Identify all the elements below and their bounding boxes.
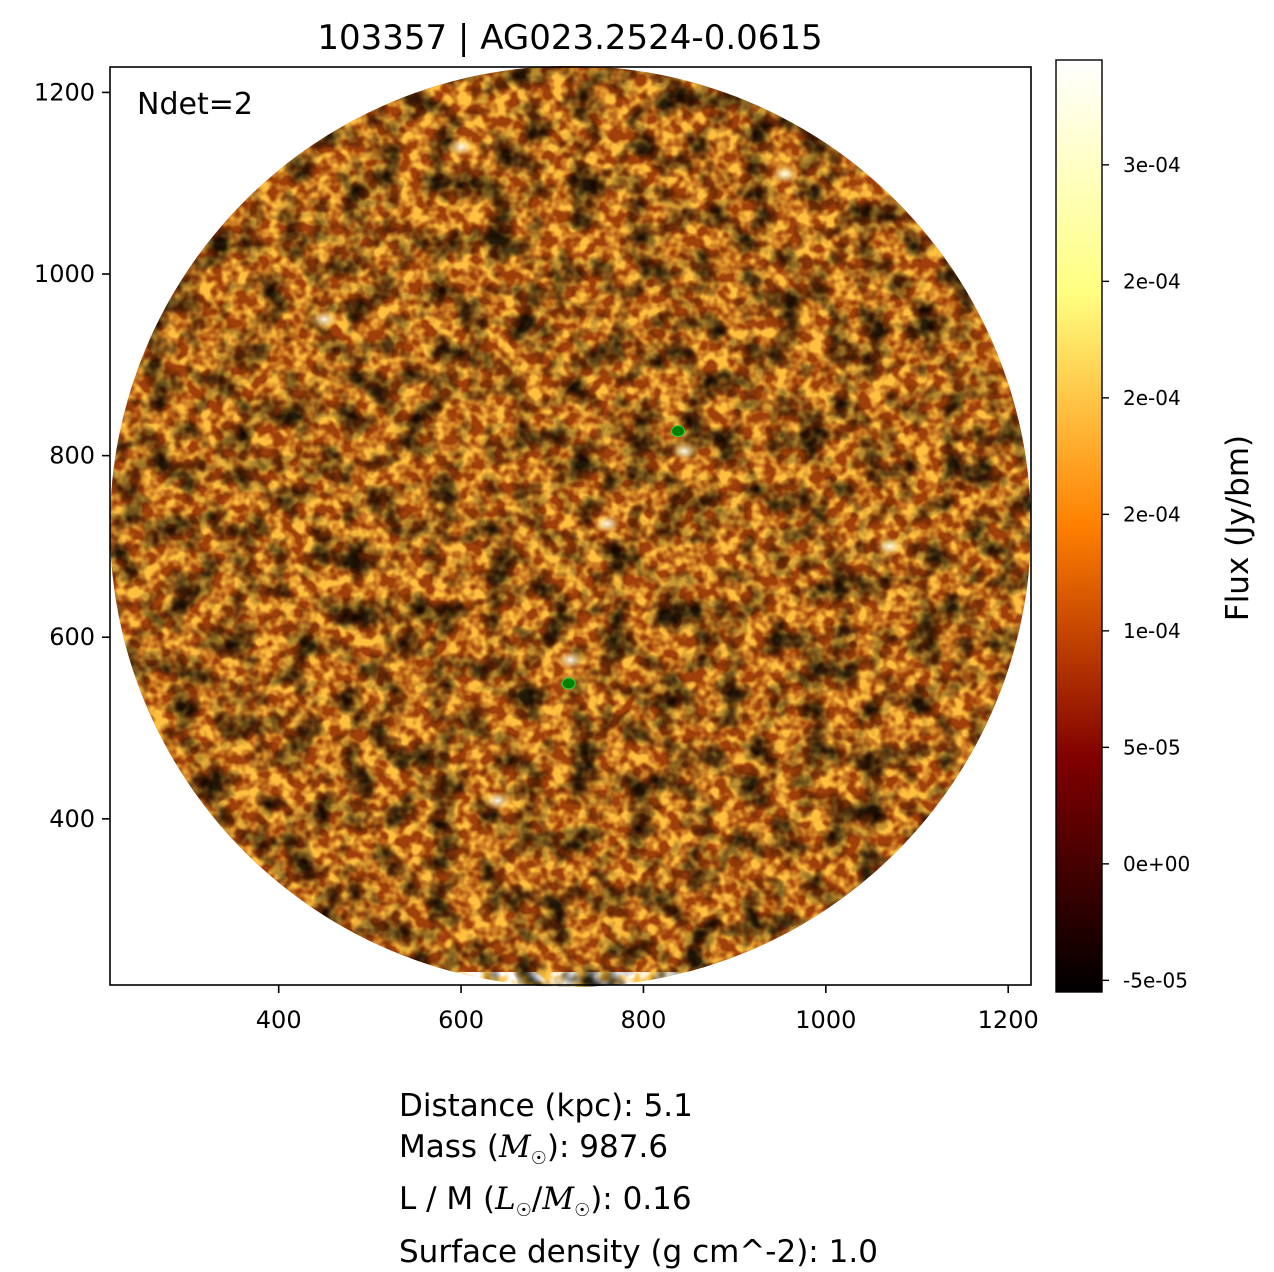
colorbar-tick-label: 1e-04	[1123, 619, 1181, 643]
colorbar-gradient	[1056, 60, 1102, 992]
x-tick-label: 1000	[795, 1006, 856, 1034]
colorbar-label: Flux (Jy/bm)	[1220, 435, 1256, 621]
bright-emission-spot	[593, 514, 621, 534]
colorbar-tick-label: 5e-05	[1123, 735, 1181, 759]
x-tick-label: 1200	[978, 1006, 1039, 1034]
colorbar-tick-label: 0e+00	[1123, 852, 1190, 876]
colorbar-tick-label: -5e-05	[1123, 968, 1188, 992]
colorbar-tick-label: 3e-04	[1123, 153, 1181, 177]
surface-density-line: Surface density (g cm^-2): 1.0	[399, 1232, 878, 1272]
solar-symbol-icon: ☉	[574, 1200, 590, 1221]
y-tick-label: 400	[49, 805, 95, 833]
x-tick-label: 400	[256, 1006, 302, 1034]
distance-value: 5.1	[644, 1088, 693, 1124]
lm-line: L / M (L☉/M☉): 0.16	[399, 1179, 878, 1232]
y-tick-label: 600	[49, 623, 95, 651]
distance-line: Distance (kpc): 5.1	[399, 1086, 878, 1127]
flux-map-image	[110, 52, 1030, 972]
mass-line: Mass (M☉): 987.6	[399, 1127, 878, 1180]
solar-symbol-icon: ☉	[516, 1200, 532, 1221]
y-tick-label: 800	[49, 442, 95, 470]
bright-emission-spot	[557, 650, 585, 670]
x-tick-label: 800	[621, 1006, 667, 1034]
solar-symbol-icon: ☉	[531, 1148, 547, 1169]
bright-emission-spot	[670, 441, 698, 461]
y-tick-label: 1000	[34, 260, 95, 288]
lm-value: 0.16	[623, 1181, 692, 1217]
bright-emission-spot	[447, 137, 475, 157]
chart-title: 103357 | AG023.2524-0.0615	[317, 18, 822, 58]
y-tick-label: 1200	[34, 78, 95, 106]
surface-density-value: 1.0	[829, 1234, 878, 1270]
bright-emission-spot	[876, 536, 904, 556]
bright-emission-spot	[771, 164, 799, 184]
ndet-annotation: Ndet=2	[137, 87, 253, 122]
bright-emission-spot	[484, 791, 512, 811]
colorbar-tick-label: 2e-04	[1123, 386, 1181, 410]
colorbar: -5e-05 0e+00 5e-05 1e-04 2e-04 2e-04 2e-04 3e-0…	[1056, 60, 1256, 992]
x-tick-label: 600	[438, 1006, 484, 1034]
plot-area: 400 600 800 1000 1200 400 600 800 1000 1200 Ndet…	[34, 52, 1039, 1034]
detection-marker	[562, 678, 575, 689]
colorbar-tick-label: 2e-04	[1123, 269, 1181, 293]
bright-emission-spot	[310, 309, 338, 329]
detection-marker	[672, 426, 685, 437]
mass-value: 987.6	[579, 1129, 668, 1165]
colorbar-tick-label: 2e-04	[1123, 502, 1181, 526]
source-properties: Distance (kpc): 5.1 Mass (M☉): 987.6 L /…	[399, 1086, 878, 1272]
